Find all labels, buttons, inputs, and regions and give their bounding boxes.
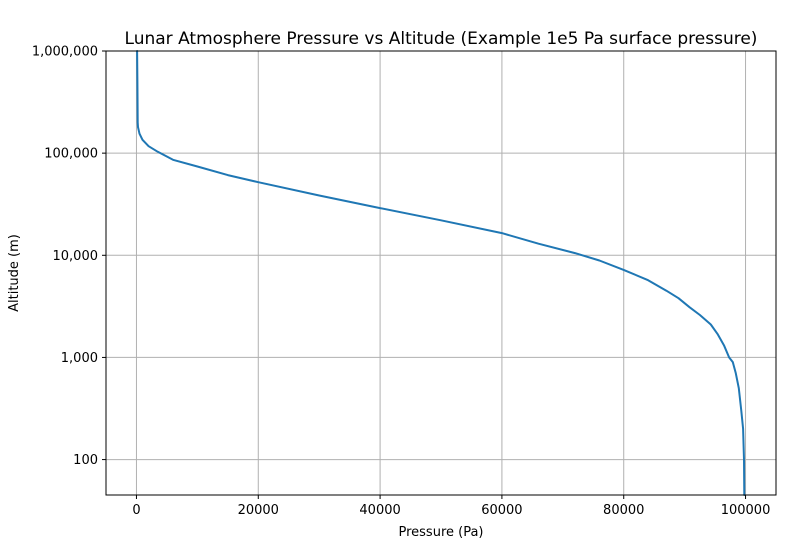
y-tick-label: 100 (73, 453, 98, 468)
ticks: 0 20000 40000 60000 80000 100000 100 1,000 10,00… (32, 45, 771, 519)
x-tick-label: 40000 (359, 503, 400, 518)
x-tick-label: 60000 (481, 503, 522, 518)
y-tick-label: 1,000 (61, 351, 98, 366)
x-tick-label: 80000 (603, 503, 644, 518)
series-layer (136, 50, 746, 496)
y-tick-label: 10,000 (53, 249, 99, 264)
y-tick-label: 100,000 (44, 147, 98, 162)
grid (106, 50, 776, 495)
x-tick-label: 0 (132, 503, 140, 518)
y-tick-label: 1,000,000 (32, 45, 98, 60)
series-line (136, 50, 746, 496)
x-axis-label: Pressure (Pa) (398, 525, 483, 540)
plot-frame (105, 50, 777, 496)
x-tick-label: 100000 (721, 503, 771, 518)
x-tick-label: 20000 (238, 503, 279, 518)
y-axis-label: Altitude (m) (7, 234, 22, 312)
chart-title: Lunar Atmosphere Pressure vs Altitude (E… (125, 29, 758, 49)
